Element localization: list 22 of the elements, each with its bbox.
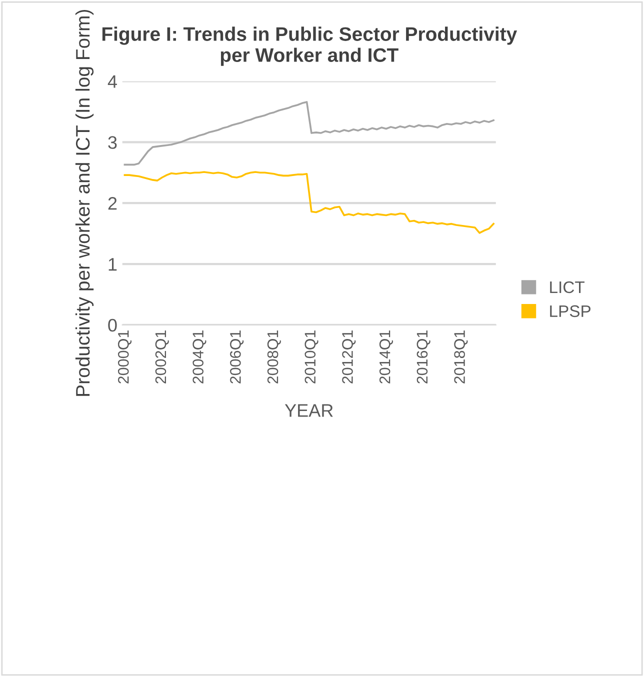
x-axis-title: YEAR bbox=[284, 404, 333, 417]
x-tick-label: 2016Q1 bbox=[416, 330, 430, 384]
y-tick-label: 3 bbox=[108, 136, 117, 149]
legend-label: LICT bbox=[550, 281, 584, 294]
line-series bbox=[124, 171, 494, 234]
y-tick-label: 1 bbox=[108, 258, 117, 271]
x-tick-label: 2018Q1 bbox=[454, 330, 468, 384]
y-tick-label: 2 bbox=[108, 197, 117, 210]
x-tick-label: 2002Q1 bbox=[155, 330, 169, 384]
x-tick-label: 2006Q1 bbox=[230, 330, 244, 384]
line-series bbox=[124, 101, 494, 166]
y-tick-label: 4 bbox=[108, 75, 117, 88]
x-tick-label: 2010Q1 bbox=[304, 330, 318, 384]
legend-label: LPSP bbox=[550, 305, 590, 318]
x-tick-label: 2004Q1 bbox=[192, 330, 206, 384]
x-tick-label: 2014Q1 bbox=[379, 330, 393, 384]
x-tick-label: 2008Q1 bbox=[267, 330, 281, 384]
chart-title: Figure I: Trends in Public Sector Productivity per Worker and ICT bbox=[102, 26, 518, 66]
x-tick-label: 2012Q1 bbox=[342, 330, 356, 384]
y-axis-title: Productivity per worker and ICT (In log Form) bbox=[75, 10, 94, 396]
y-tick-label: 0 bbox=[108, 318, 117, 332]
x-tick-label: 2000Q1 bbox=[118, 330, 132, 384]
